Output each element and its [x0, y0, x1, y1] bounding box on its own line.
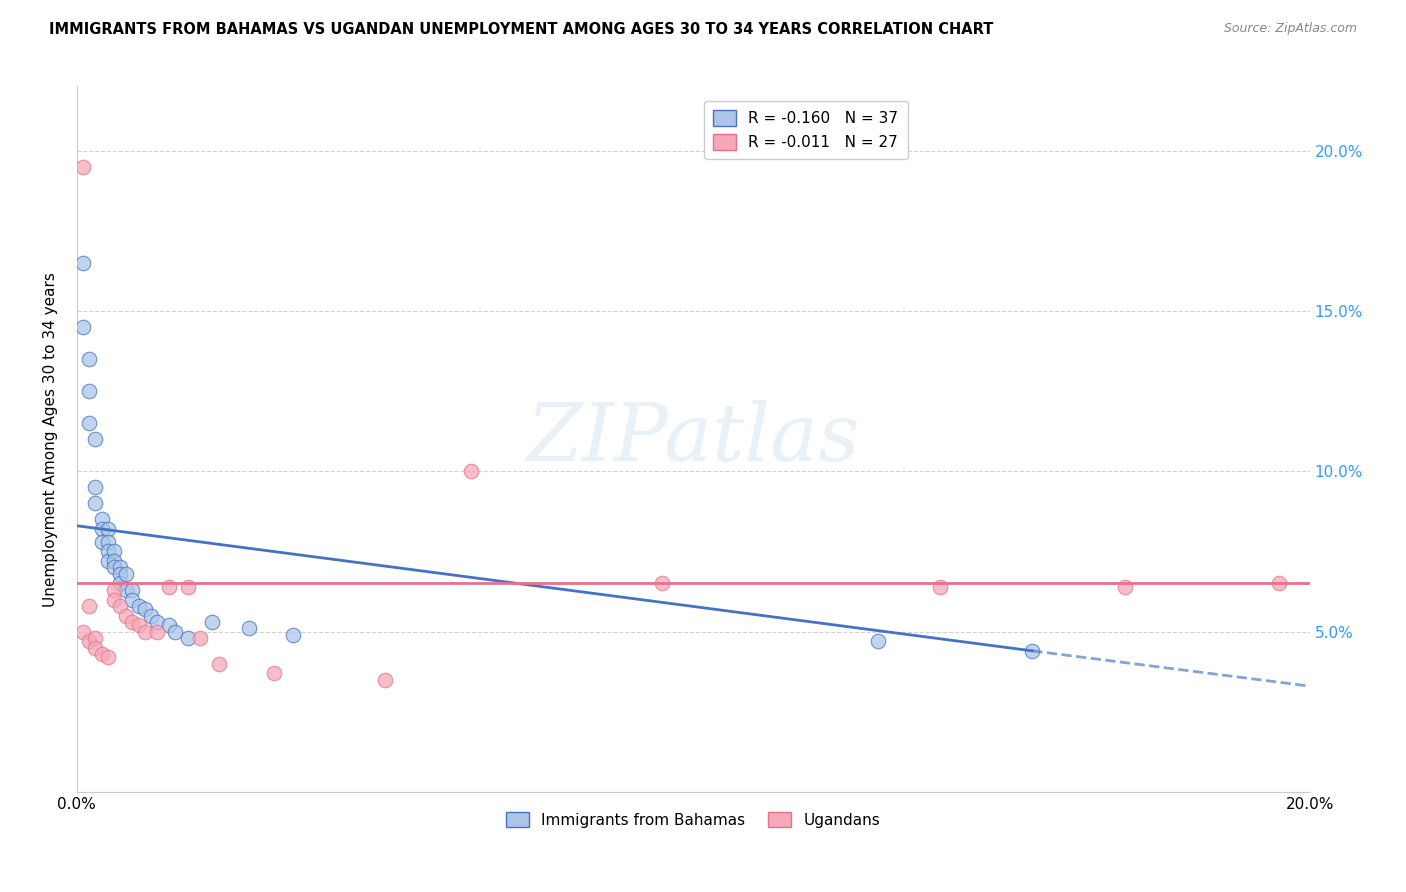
- Point: [208, 657, 231, 671]
- Point: [928, 580, 950, 594]
- Point: [177, 580, 200, 594]
- Point: [103, 592, 125, 607]
- Point: [177, 631, 200, 645]
- Point: [146, 615, 169, 629]
- Point: [201, 615, 224, 629]
- Point: [139, 608, 162, 623]
- Point: [84, 631, 107, 645]
- Point: [90, 522, 112, 536]
- Point: [651, 576, 673, 591]
- Point: [121, 582, 143, 597]
- Point: [97, 534, 120, 549]
- Point: [103, 554, 125, 568]
- Point: [165, 624, 187, 639]
- Point: [72, 160, 94, 174]
- Point: [77, 351, 100, 366]
- Point: [115, 608, 138, 623]
- Point: [90, 512, 112, 526]
- Point: [90, 647, 112, 661]
- Point: [97, 650, 120, 665]
- Point: [1268, 576, 1291, 591]
- Point: [72, 319, 94, 334]
- Point: [134, 602, 156, 616]
- Point: [77, 384, 100, 398]
- Point: [263, 666, 285, 681]
- Point: [84, 496, 107, 510]
- Point: [97, 544, 120, 558]
- Point: [281, 628, 304, 642]
- Text: IMMIGRANTS FROM BAHAMAS VS UGANDAN UNEMPLOYMENT AMONG AGES 30 TO 34 YEARS CORREL: IMMIGRANTS FROM BAHAMAS VS UGANDAN UNEMP…: [49, 22, 994, 37]
- Point: [77, 599, 100, 613]
- Point: [128, 618, 150, 632]
- Legend: Immigrants from Bahamas, Ugandans: Immigrants from Bahamas, Ugandans: [501, 805, 886, 834]
- Point: [121, 592, 143, 607]
- Text: ZIPatlas: ZIPatlas: [526, 401, 860, 478]
- Point: [97, 522, 120, 536]
- Y-axis label: Unemployment Among Ages 30 to 34 years: Unemployment Among Ages 30 to 34 years: [44, 272, 58, 607]
- Point: [108, 599, 131, 613]
- Point: [1114, 580, 1136, 594]
- Point: [374, 673, 396, 687]
- Point: [103, 582, 125, 597]
- Point: [90, 534, 112, 549]
- Point: [134, 624, 156, 639]
- Point: [157, 580, 180, 594]
- Point: [157, 618, 180, 632]
- Point: [121, 615, 143, 629]
- Point: [146, 624, 169, 639]
- Point: [103, 544, 125, 558]
- Point: [188, 631, 211, 645]
- Point: [868, 634, 890, 648]
- Point: [77, 634, 100, 648]
- Point: [128, 599, 150, 613]
- Point: [115, 582, 138, 597]
- Point: [84, 432, 107, 446]
- Point: [108, 566, 131, 581]
- Point: [72, 256, 94, 270]
- Point: [97, 554, 120, 568]
- Point: [108, 560, 131, 574]
- Point: [238, 621, 260, 635]
- Point: [108, 576, 131, 591]
- Point: [103, 560, 125, 574]
- Point: [72, 624, 94, 639]
- Point: [84, 640, 107, 655]
- Point: [84, 480, 107, 494]
- Point: [460, 464, 482, 478]
- Point: [77, 416, 100, 430]
- Point: [1021, 644, 1043, 658]
- Point: [115, 566, 138, 581]
- Text: Source: ZipAtlas.com: Source: ZipAtlas.com: [1223, 22, 1357, 36]
